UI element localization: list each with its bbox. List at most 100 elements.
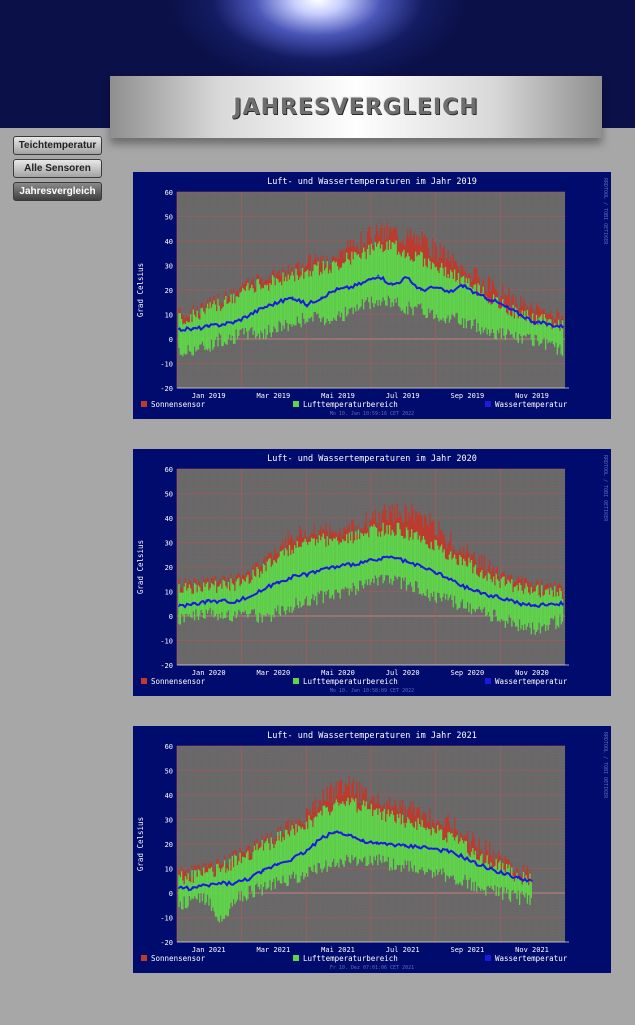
legend-label: Sonnensensor [151,400,206,409]
series-lufttemperaturbereich [178,797,532,923]
wassertemperatur-point [306,303,308,306]
wassertemperatur-point [220,600,223,603]
wassertemperatur-point [533,321,536,323]
chart-2019: -20 -10 0 10 20 30 40 50 60 Jan 2019 Mar 2019 Mai 2… [133,172,611,419]
wassertemperatur-point [277,862,279,865]
x-tick-label: Sep 2021 [451,946,485,954]
wassertemperatur-point [519,313,522,316]
y-tick-label: 30 [165,817,173,825]
x-tick-label: Jan 2019 [192,392,226,400]
wassertemperatur-point [502,872,505,875]
wassertemperatur-point [547,602,550,605]
chart-2021: -20 -10 0 10 20 30 40 50 60 Jan 2021 Mar 2021 Mai 2… [133,726,611,973]
wassertemperatur-point [291,576,294,578]
y-tick-label: 40 [165,238,173,246]
legend-swatch [293,955,299,961]
x-tick-label: Nov 2021 [515,946,549,954]
page-title: JAHRESVERGLEICH [233,94,479,120]
y-tick-label: 0 [169,613,173,621]
x-tick-label: Mai 2020 [321,669,355,677]
legend-label: Sonnensensor [151,677,206,686]
wassertemperatur-point [249,313,251,316]
series-wassertemperatur [178,830,532,892]
x-tick-label: Mai 2021 [321,946,355,954]
wassertemperatur-point [377,558,379,561]
wassertemperatur-point [249,595,251,598]
wassertemperatur-point [389,843,392,845]
wassertemperatur-point [363,281,365,284]
wassertemperatur-point [220,323,223,326]
wassertemperatur-point [334,289,337,291]
x-tick-label: Mar 2021 [257,946,291,954]
y-tick-label: 30 [165,540,173,548]
wassertemperatur-point [334,566,337,568]
x-tick-label: Jul 2021 [386,946,420,954]
wassertemperatur-point [533,605,536,607]
wassertemperatur-point [434,571,436,573]
wassertemperatur-point [505,598,507,600]
wassertemperatur-point [488,867,491,870]
series-wassertemperatur [178,555,564,609]
y-tick-label: 30 [165,263,173,271]
wassertemperatur-point [305,850,307,853]
series-sonnensensor [178,222,564,331]
wassertemperatur-point [192,328,195,330]
chart-footer: Fr 10. Dez 07:01:06 CET 2021 [330,965,414,971]
wassertemperatur-point [519,602,522,605]
y-tick-label: 40 [165,792,173,800]
y-tick-label: 50 [165,214,173,222]
y-tick-label: 10 [165,589,173,597]
wassertemperatur-point [562,602,564,605]
legend-swatch [141,401,147,407]
y-tick-label: 40 [165,515,173,523]
y-tick-label: 50 [165,491,173,499]
wassertemperatur-point [391,556,394,558]
legend-swatch [293,401,299,407]
wassertemperatur-point [348,286,351,289]
legend-label: Wassertemperatur [495,677,568,686]
wassertemperatur-point [348,563,351,566]
y-tick-label: 50 [165,768,173,776]
wassertemperatur-point [531,879,533,882]
wassertemperatur-point [418,845,420,848]
wassertemperatur-point [206,325,209,328]
legend-label: Lufttemperaturbereich [303,677,398,686]
y-tick-label: 0 [169,890,173,898]
wassertemperatur-point [562,325,564,328]
x-tick-label: Mar 2019 [257,392,291,400]
legend-swatch [485,678,491,684]
nav-button-teichtemperatur[interactable]: Teichtemperatur [13,136,102,155]
wassertemperatur-point [476,590,479,593]
x-tick-label: Nov 2019 [515,392,549,400]
y-axis-label: Grad Celsius [136,263,145,317]
legend-swatch [141,955,147,961]
wassertemperatur-point [432,848,434,850]
y-tick-label: 0 [169,336,173,344]
series-sonnensensor [178,776,532,886]
x-tick-label: Jul 2020 [386,669,420,677]
legend-swatch [293,678,299,684]
wassertemperatur-point [306,573,308,576]
y-tick-label: -10 [160,361,173,369]
chart-footer: Mo 10. Jan 10:58:09 CET 2022 [330,688,414,694]
y-axis-label: Grad Celsius [136,540,145,594]
y-tick-label: -20 [160,662,173,670]
y-tick-label: -20 [160,385,173,393]
legend-label: Lufttemperaturbereich [303,954,398,963]
x-tick-label: Sep 2019 [451,392,485,400]
series-sonnensensor [178,503,564,599]
wassertemperatur-point [405,276,408,279]
wassertemperatur-point [448,291,451,294]
legend-label: Wassertemperatur [495,954,568,963]
chart-svg: -20 -10 0 10 20 30 40 50 60 Jan 2019 Mar 2019 Mai 2… [133,172,611,419]
chart-2020: -20 -10 0 10 20 30 40 50 60 Jan 2020 Mar 2020 Mai 2… [133,449,611,696]
chart-title: Luft- und Wassertemperaturen im Jahr 202… [267,454,477,464]
wassertemperatur-point [419,566,422,568]
y-axis-label: Grad Celsius [136,817,145,871]
wassertemperatur-point [235,321,237,323]
nav-button-alle-sensoren[interactable]: Alle Sensoren [13,159,102,178]
nav-button-jahresvergleich[interactable]: Jahresvergleich [13,182,102,201]
wassertemperatur-point [476,294,479,296]
legend-label: Sonnensensor [151,954,206,963]
watermark: RRDTOOL / TOBI OETIKER [602,732,608,799]
